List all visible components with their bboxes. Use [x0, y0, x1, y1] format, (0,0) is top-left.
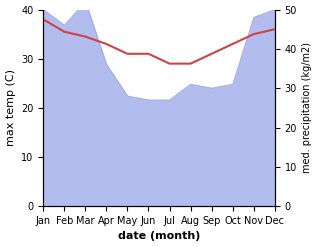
Y-axis label: med. precipitation (kg/m2): med. precipitation (kg/m2): [302, 42, 313, 173]
Y-axis label: max temp (C): max temp (C): [5, 69, 16, 146]
X-axis label: date (month): date (month): [118, 231, 200, 242]
